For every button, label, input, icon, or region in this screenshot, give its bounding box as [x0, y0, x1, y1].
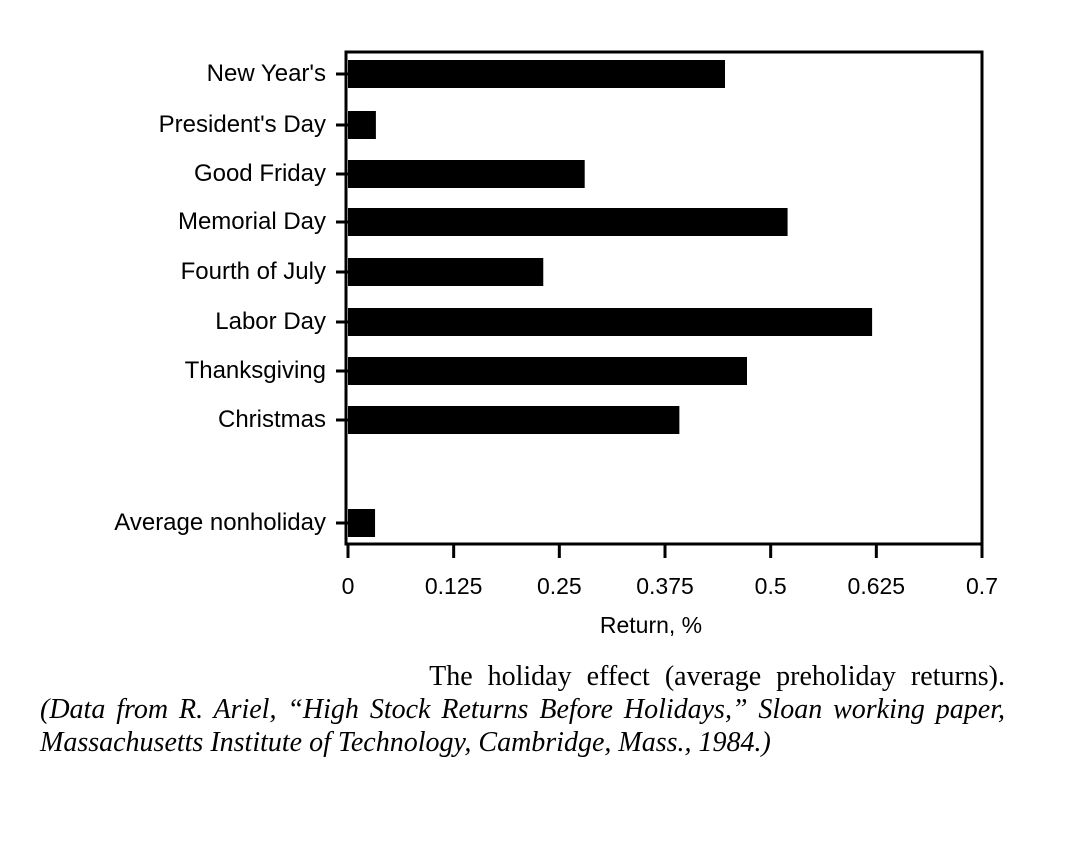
- category-label: Thanksgiving: [184, 357, 326, 384]
- x-tick-label: 0.7: [966, 573, 998, 599]
- category-label: Labor Day: [215, 308, 326, 335]
- plot-area: [336, 50, 984, 558]
- bar: [348, 111, 376, 139]
- category-label: New Year's: [206, 60, 326, 87]
- bar: [348, 357, 747, 385]
- category-label: Christmas: [217, 406, 326, 433]
- bar: [348, 509, 376, 537]
- figure-caption: The holiday effect (average preholiday r…: [40, 660, 1005, 759]
- bar: [348, 258, 544, 286]
- category-label: Average nonholiday: [114, 509, 326, 536]
- bar: [348, 60, 726, 88]
- x-tick-label: 0.375: [636, 573, 694, 599]
- category-label: Fourth of July: [180, 258, 326, 285]
- category-label: Good Friday: [193, 160, 326, 187]
- x-tick-label: 0.25: [536, 573, 582, 599]
- bar: [348, 308, 873, 336]
- holiday-effect-bar-chart: New Year's President's Day Good Friday Memo…: [114, 50, 998, 638]
- x-tick-label: 0: [341, 573, 355, 599]
- category-label: Memorial Day: [177, 208, 326, 235]
- plot-frame: [344, 50, 984, 546]
- x-tick-label: 0.625: [847, 573, 906, 599]
- category-label: President's Day: [158, 111, 326, 138]
- bar: [348, 160, 585, 188]
- x-axis-label: Return, %: [599, 612, 703, 638]
- bar: [348, 406, 680, 434]
- x-tick-label: 0.125: [424, 573, 483, 599]
- x-tick-label: 0.5: [754, 573, 787, 599]
- caption-source: (Data from R. Ariel, “High Stock Returns…: [40, 694, 1005, 758]
- caption-title: The holiday effect (average preholiday r…: [429, 661, 1005, 692]
- bar: [348, 208, 788, 236]
